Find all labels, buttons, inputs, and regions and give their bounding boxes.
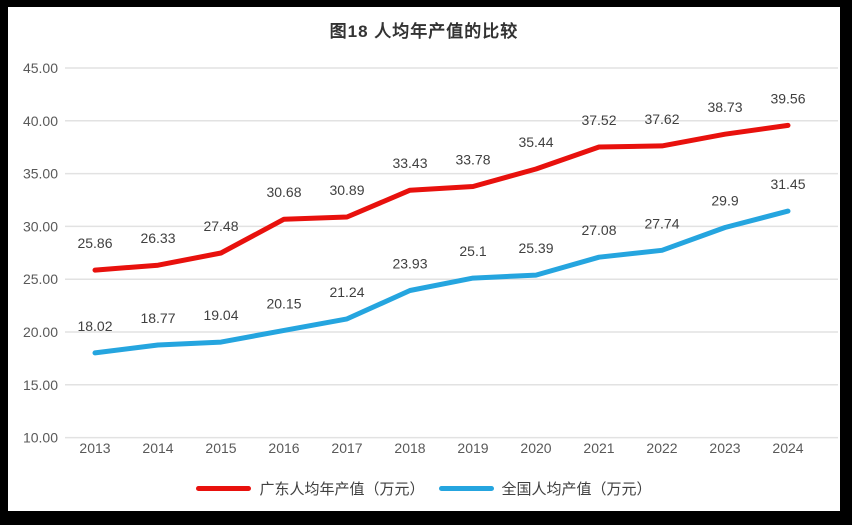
data-label: 27.08: [581, 222, 616, 238]
data-label: 27.74: [644, 215, 679, 231]
data-label: 20.15: [266, 295, 301, 311]
legend-label-guangdong: 广东人均年产值（万元）: [259, 481, 425, 498]
x-axis-label: 2013: [79, 440, 110, 456]
y-axis-tick-label: 35.00: [23, 166, 58, 182]
x-axis-label: 2018: [394, 440, 425, 456]
legend-swatch-guangdong: [196, 486, 252, 491]
y-axis-tick-label: 20.00: [23, 324, 58, 340]
chart-title: 图18 人均年产值的比较: [329, 22, 519, 41]
x-axis-label: 2016: [268, 440, 299, 456]
data-label: 23.93: [392, 255, 427, 271]
series-line-1: [92, 208, 791, 356]
y-axis-tick-label: 45.00: [23, 60, 58, 76]
data-label: 25.39: [518, 240, 553, 256]
data-label: 27.48: [203, 218, 238, 234]
data-label: 18.02: [77, 318, 112, 334]
x-axis-label: 2024: [772, 440, 803, 456]
y-axis-tick-label: 10.00: [23, 430, 58, 446]
data-label: 30.68: [266, 184, 301, 200]
chart-plot-area: 45.00 40.00 35.00 30.00 25.00 20.00 15.00 10.00…: [23, 60, 838, 456]
legend-label-national: 全国人均产值（万元）: [501, 481, 652, 498]
data-label: 18.77: [140, 310, 175, 326]
legend-item-guangdong: 广东人均年产值（万元）: [196, 478, 425, 499]
data-label: 26.33: [140, 230, 175, 246]
data-label: 30.89: [329, 182, 364, 198]
data-label: 35.44: [518, 134, 553, 150]
y-axis-tick-label: 40.00: [23, 113, 58, 129]
data-label: 25.1: [459, 243, 486, 259]
data-label: 21.24: [329, 284, 364, 300]
data-label: 25.86: [77, 235, 112, 251]
data-label: 37.62: [644, 111, 679, 127]
data-label: 29.9: [711, 192, 738, 208]
x-axis-label: 2015: [205, 440, 236, 456]
data-label: 33.78: [455, 151, 490, 167]
data-label: 39.56: [770, 90, 805, 106]
x-axis-label: 2019: [457, 440, 488, 456]
data-label: 33.43: [392, 155, 427, 171]
x-axis-label: 2020: [520, 440, 551, 456]
y-axis-tick-label: 15.00: [23, 377, 58, 393]
legend-item-national: 全国人均产值（万元）: [438, 478, 652, 499]
series-line-0: [92, 122, 791, 273]
chart-canvas: 图18 人均年产值的比较 45.00 40.00 35.00 30.00 25.00 20…: [8, 7, 840, 511]
x-axis-label: 2023: [709, 440, 740, 456]
data-label: 19.04: [203, 307, 238, 323]
x-axis-label: 2017: [331, 440, 362, 456]
data-label: 31.45: [770, 176, 805, 192]
chart-legend: 广东人均年产值（万元） 全国人均产值（万元）: [8, 478, 840, 499]
y-axis-tick-label: 30.00: [23, 218, 58, 234]
x-axis-label: 2021: [583, 440, 614, 456]
x-axis-label: 2022: [646, 440, 677, 456]
data-label: 38.73: [707, 99, 742, 115]
y-axis-tick-label: 25.00: [23, 271, 58, 287]
x-axis-label: 2014: [142, 440, 173, 456]
data-label: 37.52: [581, 112, 616, 128]
legend-swatch-national: [438, 486, 494, 491]
